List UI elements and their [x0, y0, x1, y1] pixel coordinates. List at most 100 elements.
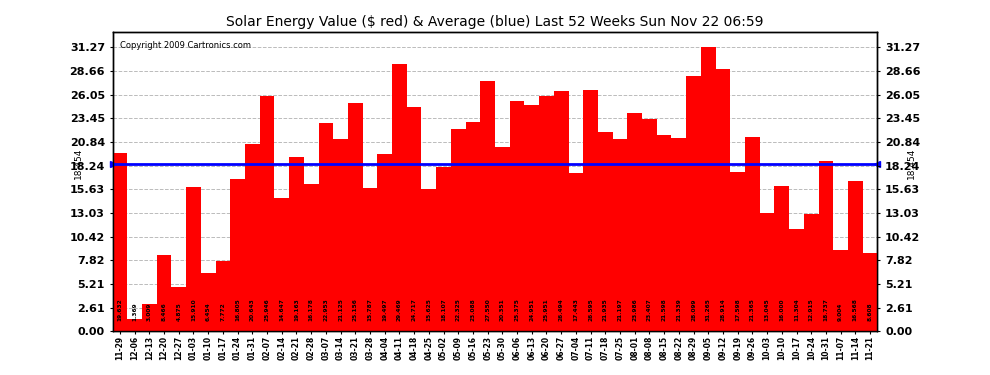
Text: 23.407: 23.407: [646, 298, 652, 321]
Bar: [701, 47, 716, 332]
Text: 19.632: 19.632: [118, 298, 123, 321]
Bar: [819, 161, 834, 332]
Bar: [656, 135, 671, 332]
Text: 9.004: 9.004: [839, 302, 843, 321]
Text: 27.550: 27.550: [485, 298, 490, 321]
Text: Copyright 2009 Cartronics.com: Copyright 2009 Cartronics.com: [120, 40, 251, 50]
Text: 15.910: 15.910: [191, 298, 196, 321]
Text: 20.351: 20.351: [500, 298, 505, 321]
Text: 28.914: 28.914: [721, 298, 726, 321]
Bar: [643, 119, 656, 332]
Bar: [171, 287, 186, 332]
Bar: [274, 198, 289, 332]
Bar: [289, 157, 304, 332]
Bar: [495, 147, 510, 332]
Text: 26.494: 26.494: [558, 298, 563, 321]
Text: 20.643: 20.643: [249, 298, 254, 321]
Text: 12.915: 12.915: [809, 298, 814, 321]
Text: 3.009: 3.009: [147, 302, 151, 321]
Bar: [510, 101, 525, 332]
Text: 16.000: 16.000: [779, 298, 784, 321]
Text: 31.265: 31.265: [706, 298, 711, 321]
Bar: [259, 96, 274, 332]
Bar: [789, 229, 804, 332]
Bar: [731, 171, 745, 332]
Text: 11.304: 11.304: [794, 298, 799, 321]
Bar: [437, 167, 450, 332]
Bar: [480, 81, 495, 332]
Text: 6.454: 6.454: [206, 302, 211, 321]
Bar: [834, 250, 848, 332]
Title: Solar Energy Value ($ red) & Average (blue) Last 52 Weeks Sun Nov 22 06:59: Solar Energy Value ($ red) & Average (bl…: [227, 15, 763, 29]
Bar: [128, 319, 142, 332]
Text: 16.805: 16.805: [235, 298, 241, 321]
Text: 22.325: 22.325: [455, 298, 460, 321]
Text: 18.737: 18.737: [824, 298, 829, 321]
Text: 15.787: 15.787: [367, 298, 372, 321]
Bar: [186, 187, 201, 332]
Bar: [334, 140, 347, 332]
Bar: [465, 122, 480, 332]
Text: 22.953: 22.953: [324, 298, 329, 321]
Bar: [862, 253, 877, 332]
Text: 29.469: 29.469: [397, 298, 402, 321]
Bar: [156, 255, 171, 332]
Text: 25.156: 25.156: [352, 298, 357, 321]
Text: 24.951: 24.951: [530, 298, 535, 321]
Text: 18.454: 18.454: [73, 148, 83, 179]
Bar: [201, 273, 216, 332]
Text: 24.717: 24.717: [412, 298, 417, 321]
Text: 16.568: 16.568: [852, 298, 858, 321]
Bar: [613, 139, 628, 332]
Bar: [142, 304, 156, 332]
Text: 25.375: 25.375: [515, 298, 520, 321]
Text: 17.598: 17.598: [736, 298, 741, 321]
Text: 13.045: 13.045: [764, 298, 769, 321]
Text: 18.454: 18.454: [907, 148, 917, 179]
Bar: [759, 213, 774, 332]
Bar: [848, 181, 862, 332]
Text: 17.443: 17.443: [573, 298, 578, 321]
Text: 4.875: 4.875: [176, 302, 181, 321]
Text: 25.951: 25.951: [544, 298, 549, 321]
Text: 21.197: 21.197: [618, 298, 623, 321]
Text: 1.369: 1.369: [132, 302, 138, 321]
Bar: [422, 189, 437, 332]
Text: 8.466: 8.466: [161, 302, 166, 321]
Bar: [216, 261, 231, 332]
Text: 15.625: 15.625: [427, 298, 432, 321]
Text: 21.365: 21.365: [749, 298, 755, 321]
Text: 18.107: 18.107: [441, 298, 446, 321]
Bar: [598, 132, 613, 332]
Bar: [319, 123, 334, 332]
Text: 21.935: 21.935: [603, 298, 608, 321]
Text: 7.772: 7.772: [221, 302, 226, 321]
Bar: [745, 137, 759, 332]
Bar: [583, 90, 598, 332]
Bar: [686, 76, 701, 332]
Bar: [407, 107, 422, 332]
Bar: [362, 188, 377, 332]
Bar: [525, 105, 540, 332]
Bar: [628, 114, 643, 332]
Bar: [774, 186, 789, 332]
Bar: [671, 138, 686, 332]
Bar: [113, 153, 128, 332]
Text: 8.608: 8.608: [867, 302, 872, 321]
Bar: [392, 64, 407, 332]
Bar: [347, 103, 362, 332]
Text: 19.163: 19.163: [294, 298, 299, 321]
Text: 25.946: 25.946: [264, 298, 269, 321]
Text: 21.125: 21.125: [338, 298, 344, 321]
Bar: [450, 129, 465, 332]
Text: 23.088: 23.088: [470, 298, 475, 321]
Text: 23.986: 23.986: [633, 298, 638, 321]
Text: 21.598: 21.598: [661, 298, 666, 321]
Bar: [540, 96, 553, 332]
Bar: [716, 69, 731, 332]
Text: 26.595: 26.595: [588, 298, 593, 321]
Bar: [553, 91, 568, 332]
Text: 19.497: 19.497: [382, 298, 387, 321]
Text: 16.178: 16.178: [309, 298, 314, 321]
Bar: [304, 184, 319, 332]
